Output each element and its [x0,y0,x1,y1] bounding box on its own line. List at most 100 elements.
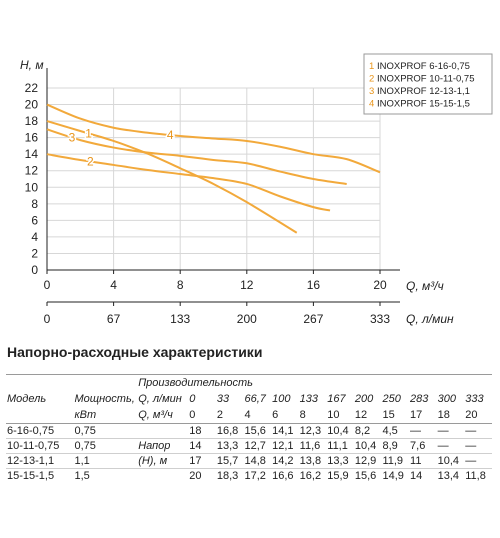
head-value-cell: 12,1 [271,438,299,454]
head-value-cell: 14,9 [381,468,410,483]
legend-entry: INOXPROF 6-16-0,75 [377,61,470,72]
head-value-cell: 14,8 [243,453,272,469]
q-m3h-value: 12 [353,407,382,424]
head-value-cell: 11,6 [298,438,327,454]
q-m3h-value: 4 [243,407,272,424]
head-value-cell: 15,7 [215,453,244,469]
x-axis-label-lmin: Q, л/мин [406,312,454,326]
x-tick-label-m3h: 20 [373,278,387,292]
x-tick-label-m3h: 16 [307,278,321,292]
y-tick-label: 16 [25,131,39,145]
head-value-cell: 14 [409,468,437,483]
y-tick-label: 6 [31,213,38,227]
chart-curves [46,103,381,234]
head-value-cell: 7,6 [409,438,437,454]
head-value-cell: 15,9 [326,468,354,483]
y-tick-label: 18 [25,114,39,128]
q-m3h-value: 20 [464,407,492,424]
model-cell: 10-11-0,75 [6,438,74,454]
q-m3h-value: 8 [298,407,327,424]
y-tick-label: 20 [25,98,39,112]
head-value-cell: 8,9 [381,438,410,454]
head-value-cell: 14,2 [271,453,299,469]
q-m3h-value: 10 [326,407,354,424]
y-tick-label: 2 [31,246,38,260]
power-cell: 0,75 [73,438,138,454]
model-cell: 12-13-1,1 [6,453,74,469]
head-value-cell: — [410,425,422,437]
head-value-cell: 16,2 [298,468,327,483]
q-m3h-value: 17 [409,407,437,424]
series-number-label-2: 2 [87,154,94,168]
performance-table: Производительность Модель Мощность, Q, л… [6,374,492,483]
table-row: 6-16-0,75 0,75 18 16,8 15,6 14,1 12,3 10,4 8,2 4,… [6,424,492,439]
series-line-2 [46,153,331,212]
power-cell: 1,5 [73,468,138,483]
legend-number: 4 [369,99,374,110]
q-lmin-value: 33 [216,393,230,405]
head-label-cell: (Н), м [137,453,189,469]
table-row: 10-11-0,75 0,75 Напор 14 13,3 12,7 12,1 11,6 11,… [6,438,492,454]
x-tick-label-lmin: 267 [303,312,323,326]
power-unit: кВт [73,407,138,424]
q-m3h-value: 18 [436,407,465,424]
legend-box [363,53,493,115]
x-tick-label-lmin: 133 [170,312,190,326]
x-tick-label-m3h: 8 [177,278,184,292]
head-value-cell: — [464,438,492,454]
q-lmin-value: 333 [465,393,484,405]
head-value-cell: 12,9 [353,453,382,469]
head-value-cell: 17 [188,453,216,469]
series-line-4 [46,103,381,174]
head-value-cell: — [465,425,477,437]
q-lmin-value: 0 [189,393,196,405]
x-tick-label-lmin: 333 [370,312,390,326]
head-value-cell: 12,7 [243,438,272,454]
legend-entry: INOXPROF 15-15-1,5 [377,99,470,110]
y-tick-label: 8 [31,197,38,211]
legend-number: 1 [369,61,374,72]
q-lmin-value: 100 [272,393,291,405]
chart-grid [46,68,400,306]
head-value-cell: 18,3 [215,468,244,483]
head-value-cell: 8,2 [354,425,371,437]
series-line-1 [46,120,298,234]
head-value-cell: 10,4 [436,453,465,469]
y-tick-label: 12 [25,164,39,178]
q-m3h-value: 6 [271,407,299,424]
head-value-cell: 20 [188,468,216,483]
head-value-cell: 13,4 [436,468,465,483]
perf-header: Производительность [137,374,492,391]
q-lmin-value: 200 [354,393,374,405]
head-value-cell: 16,6 [271,468,299,483]
q-m3h-value: 2 [215,407,244,424]
head-value-cell: — [437,425,449,437]
head-value-cell: 12,3 [299,425,322,437]
table-row: 15-15-1,5 1,5 20 18,3 17,2 16,6 16,2 15,9 15,6 14… [6,468,492,483]
legend-number: 3 [369,86,374,97]
x-tick-label-lmin: 0 [44,312,51,326]
power-cell: 1,1 [73,453,138,469]
y-axis-label: H, м [20,58,44,72]
head-value-cell: 11,8 [464,468,492,483]
head-value-cell: 13,8 [298,453,327,469]
q-lmin-value: 167 [327,393,346,405]
head-value-cell: 10,4 [327,425,349,437]
series-number-label-3: 3 [69,130,76,144]
chart-legend: 1 INOXPROF 6-16-0,752 INOXPROF 10-11-0,753… [363,53,493,115]
model-cell: 15-15-1,5 [6,468,74,483]
series-line-3 [46,128,347,185]
q-m3h-label: Q, м³/ч [137,407,189,424]
head-value-cell: 11,1 [326,438,354,454]
head-value-cell: 14 [188,438,216,454]
head-value-cell: — [436,438,465,454]
series-number-label-4: 4 [167,128,174,142]
y-tick-label: 0 [31,263,38,277]
head-value-cell: 11 [409,453,437,469]
y-tick-label: 10 [25,180,39,194]
head-value-cell: 14,1 [272,425,294,437]
y-tick-label: 14 [25,147,39,161]
q-lmin-value: 300 [437,393,456,405]
